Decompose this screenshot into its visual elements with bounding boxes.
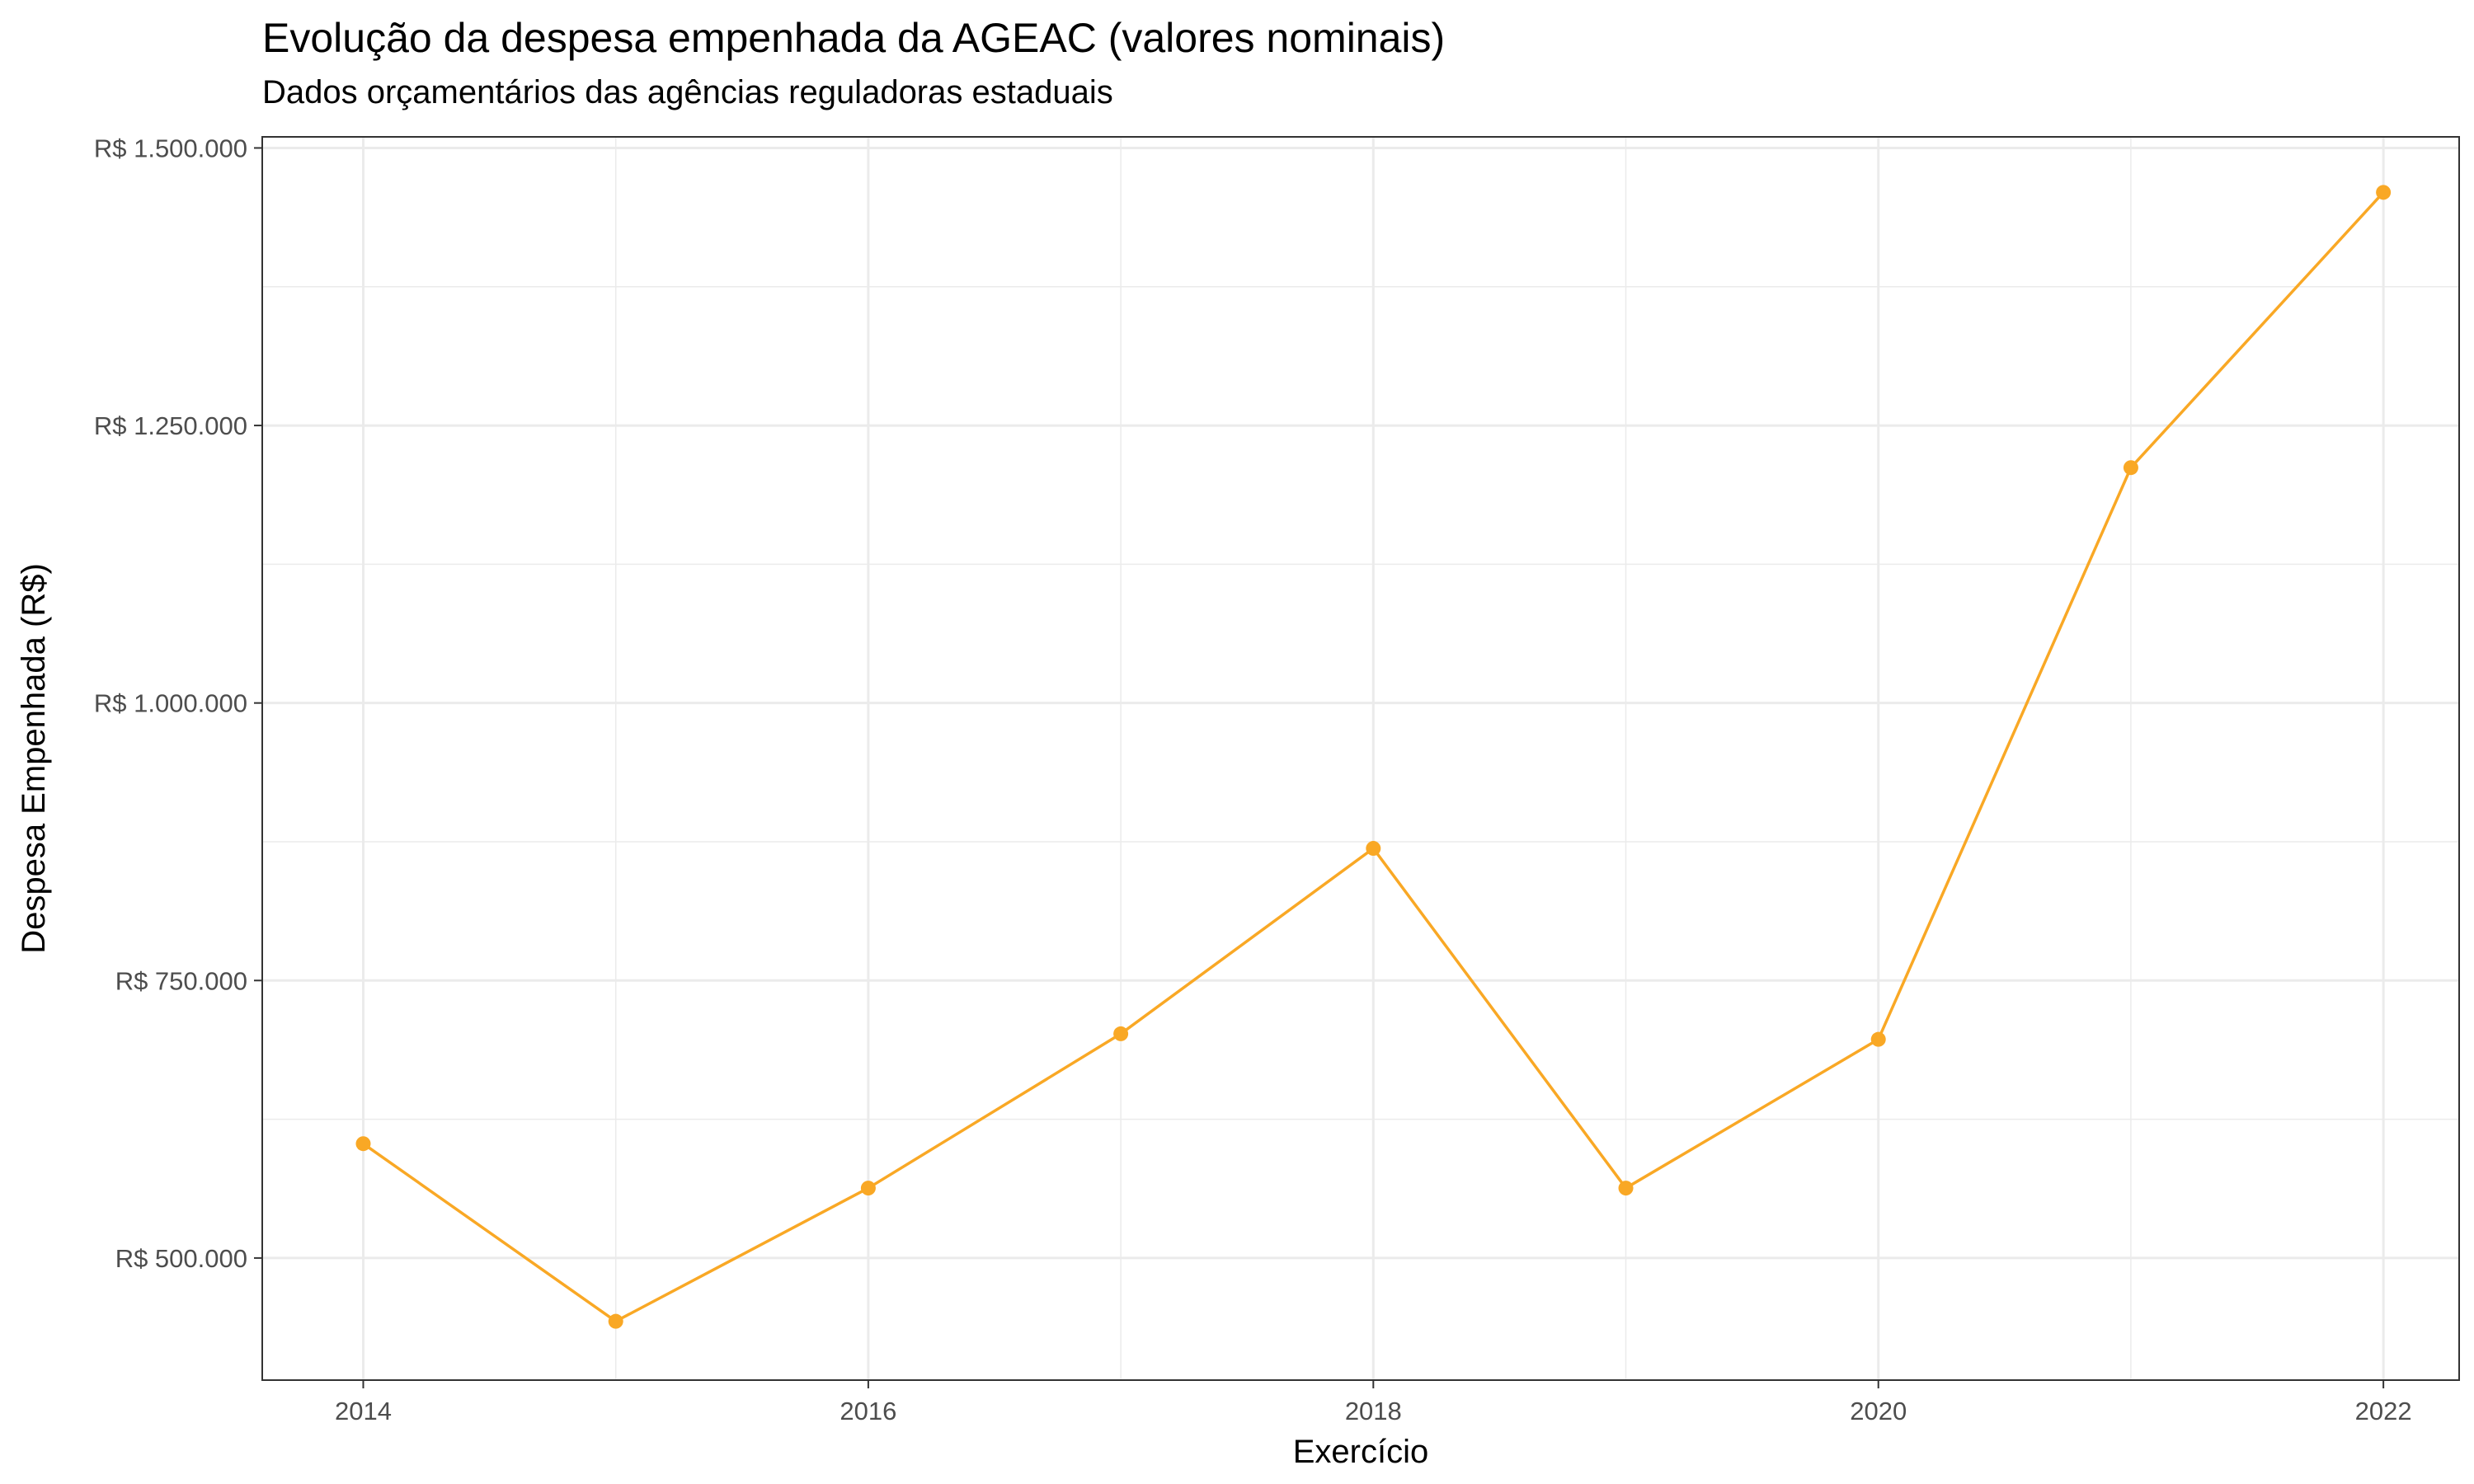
y-tick-label-2: R$ 1.000.000 (94, 689, 247, 718)
chart-subtitle: Dados orçamentários das agências regulad… (262, 74, 1113, 110)
data-point-2022 (2376, 185, 2392, 200)
axis-ticks (254, 147, 2385, 1388)
y-tick-label-0: R$ 500.000 (115, 1244, 247, 1273)
data-point-2016 (860, 1181, 876, 1196)
data-point-2014 (355, 1136, 371, 1152)
data-point-2015 (608, 1313, 623, 1329)
data-point-2017 (1113, 1026, 1129, 1041)
panel-border (261, 136, 2460, 1381)
x-tick-label-3: 2020 (1850, 1397, 1907, 1425)
y-tick-label-1: R$ 750.000 (115, 966, 247, 995)
minor-gridlines (262, 137, 2459, 1380)
data-point-2019 (1618, 1181, 1634, 1196)
y-tick-label-3: R$ 1.250.000 (94, 411, 247, 440)
x-tick-label-0: 2014 (335, 1397, 392, 1425)
series-layer (355, 185, 2392, 1329)
y-axis-title: Despesa Empenhada (R$) (16, 563, 52, 954)
x-axis-title: Exercício (1293, 1434, 1429, 1470)
x-tick-label-2: 2018 (1345, 1397, 1402, 1425)
y-tick-label-4: R$ 1.500.000 (94, 134, 247, 162)
tick-labels: 2014 2016 2018 2020 2022 R$ 500.000 R$ 750.000… (94, 134, 2412, 1425)
chart-title: Evolução da despesa empenhada da AGEAC (… (262, 15, 1446, 61)
data-point-2021 (2123, 460, 2138, 476)
data-point-2020 (1870, 1031, 1886, 1047)
x-tick-label-1: 2016 (840, 1397, 896, 1425)
major-gridlines (262, 137, 2459, 1380)
data-point-2018 (1366, 841, 1381, 857)
x-tick-label-4: 2022 (2355, 1397, 2412, 1425)
